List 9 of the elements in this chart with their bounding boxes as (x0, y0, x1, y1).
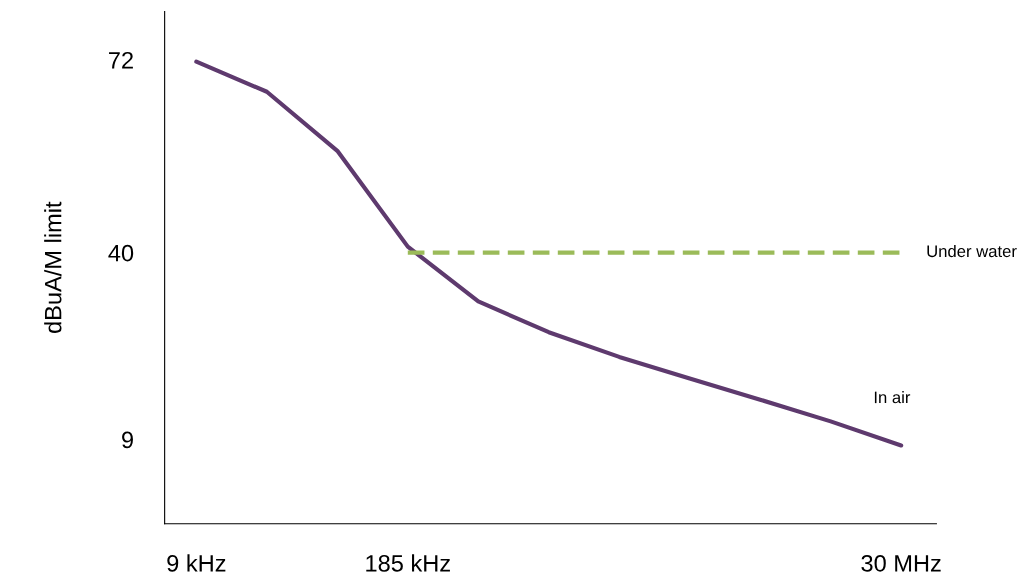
y-tick-label: 72 (109, 51, 133, 69)
x-tick-label: 30 MHz (861, 554, 941, 572)
series-label: In air (874, 391, 911, 404)
y-tick-label: 40 (108, 244, 134, 262)
series-label: Under water (927, 244, 1017, 258)
x-tick-label: 185 kHz (366, 554, 450, 572)
y-tick-label: 9 (122, 431, 133, 449)
y-axis-title: dBuA/M limit (44, 201, 62, 333)
x-tick-label: 9 kHz (167, 554, 226, 572)
